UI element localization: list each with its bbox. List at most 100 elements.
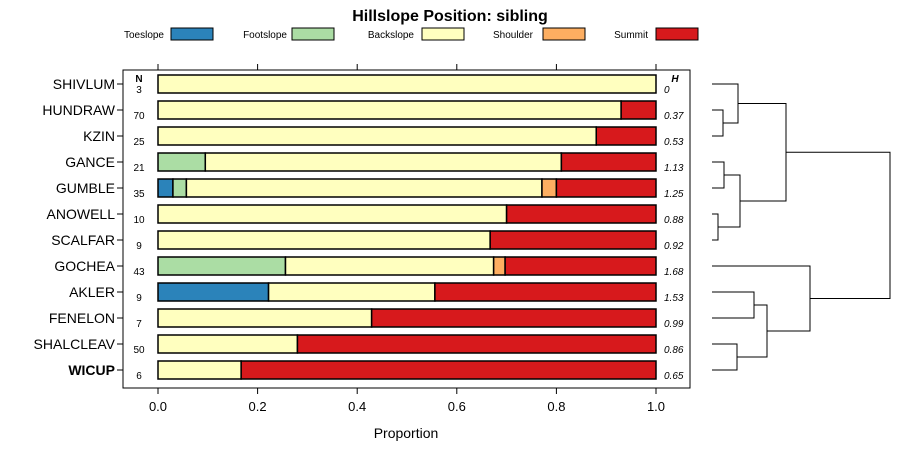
x-tick-label: 0.8 [547, 399, 565, 414]
bar-row: GANCE 21 1.13 [65, 152, 684, 174]
bars: SHIVLUM 3 0 HUNDRAW 70 0.37 KZIN 25 0.53 GANCE 21 1… [34, 74, 684, 382]
bar-row: GUMBLE 35 1.25 [56, 178, 684, 200]
row-h-value: 1.13 [664, 163, 684, 174]
row-h-value: 0.92 [664, 241, 684, 252]
legend-swatch [542, 27, 586, 41]
dendrogram-branch [718, 174, 741, 228]
row-n-value: 6 [136, 371, 142, 382]
row-h-value: 0.88 [664, 215, 684, 226]
row-label: SCALFAR [51, 232, 115, 248]
legend-label: Summit [614, 30, 648, 41]
n-header: N [135, 74, 142, 85]
bar-row: FENELON 7 0.99 [49, 308, 684, 330]
row-label: GOCHEA [54, 258, 115, 274]
dendrogram-branch [738, 103, 787, 202]
dendrogram-branch [712, 109, 724, 137]
bar-segment [157, 152, 207, 172]
bar-segment [157, 308, 373, 328]
legend-swatch [170, 27, 214, 41]
bar-segment [434, 282, 657, 302]
dendrogram-branch [786, 151, 891, 299]
bar-row: GOCHEA 43 1.68 [54, 256, 684, 278]
row-label: GUMBLE [56, 180, 115, 196]
dendrogram-branch [712, 291, 755, 319]
bar-segment [370, 308, 657, 328]
legend-swatch [655, 27, 699, 41]
row-label: FENELON [49, 310, 115, 326]
row-n-value: 21 [133, 163, 145, 174]
bar-row: AKLER 9 1.53 [69, 282, 684, 304]
legend-label: Backslope [368, 30, 415, 41]
bar-segment [620, 100, 657, 120]
bar-segment [492, 256, 506, 276]
row-label: HUNDRAW [42, 102, 115, 118]
row-n-value: 25 [133, 137, 145, 148]
row-h-value: 0.65 [664, 371, 684, 382]
bar-segment [157, 178, 174, 198]
dendrogram-branch [712, 213, 719, 241]
row-n-value: 7 [136, 319, 142, 330]
x-tick-label: 0.6 [448, 399, 466, 414]
dendrogram-branch [737, 304, 768, 358]
bar-row: SHIVLUM 3 0 [53, 74, 670, 96]
bar-segment [157, 74, 657, 94]
row-label: KZIN [83, 128, 115, 144]
bar-segment [296, 334, 657, 354]
row-n-value: 35 [133, 189, 145, 200]
bar-segment [555, 178, 657, 198]
row-h-value: 1.68 [664, 267, 684, 278]
row-n-value: 9 [136, 293, 142, 304]
legend: Toeslope Footslope Backslope Shoulder Summit [124, 27, 699, 41]
bar-segment [157, 100, 622, 120]
x-tick-label: 0.0 [149, 399, 167, 414]
plot-frame [122, 69, 691, 389]
bar-segment [157, 230, 491, 250]
dendrogram-branch [712, 343, 738, 371]
dendrogram-branch [712, 265, 811, 332]
row-label: ANOWELL [47, 206, 116, 222]
row-h-value: 1.53 [664, 293, 684, 304]
row-n-value: 70 [133, 111, 145, 122]
bar-segment [157, 204, 508, 224]
dendrogram-branch [712, 161, 725, 189]
row-h-value: 0.99 [664, 319, 684, 330]
dendrogram-branch [712, 83, 739, 124]
row-h-value: 0.37 [664, 111, 684, 122]
bar-segment [157, 282, 270, 302]
legend-swatch [421, 27, 465, 41]
row-label: SHIVLUM [53, 76, 115, 92]
legend-swatch [291, 27, 335, 41]
bar-row: WICUP 6 0.65 [68, 360, 684, 382]
dendrogram [712, 83, 891, 371]
row-n-value: 50 [133, 345, 145, 356]
bar-row: SHALCLEAV 50 0.86 [34, 334, 684, 356]
row-h-value: 0 [664, 85, 670, 96]
row-label: GANCE [65, 154, 115, 170]
bar-segment [240, 360, 657, 380]
bar-row: ANOWELL 10 0.88 [47, 204, 684, 226]
row-n-value: 43 [133, 267, 145, 278]
row-n-value: 3 [136, 85, 142, 96]
legend-label: Shoulder [493, 30, 534, 41]
row-h-value: 0.53 [664, 137, 684, 148]
row-n-value: 10 [133, 215, 145, 226]
bar-segment [560, 152, 657, 172]
chart-title: Hillslope Position: sibling [352, 8, 548, 25]
bar-segment [489, 230, 657, 250]
legend-label: Footslope [243, 30, 287, 41]
bar-segment [204, 152, 563, 172]
bar-segment [157, 256, 287, 276]
bar-row: KZIN 25 0.53 [83, 126, 684, 148]
bar-segment [505, 204, 657, 224]
bar-row: SCALFAR 9 0.92 [51, 230, 684, 252]
row-h-value: 0.86 [664, 345, 684, 356]
x-axis-label: Proportion [374, 425, 439, 441]
bar-segment [541, 178, 558, 198]
row-label: SHALCLEAV [34, 336, 116, 352]
bar-segment [284, 256, 495, 276]
bar-segment [172, 178, 188, 198]
x-tick-label: 0.4 [348, 399, 366, 414]
bar-segment [267, 282, 436, 302]
axes: 0.0 0.2 0.4 0.6 0.8 1.0 N H [135, 64, 679, 414]
